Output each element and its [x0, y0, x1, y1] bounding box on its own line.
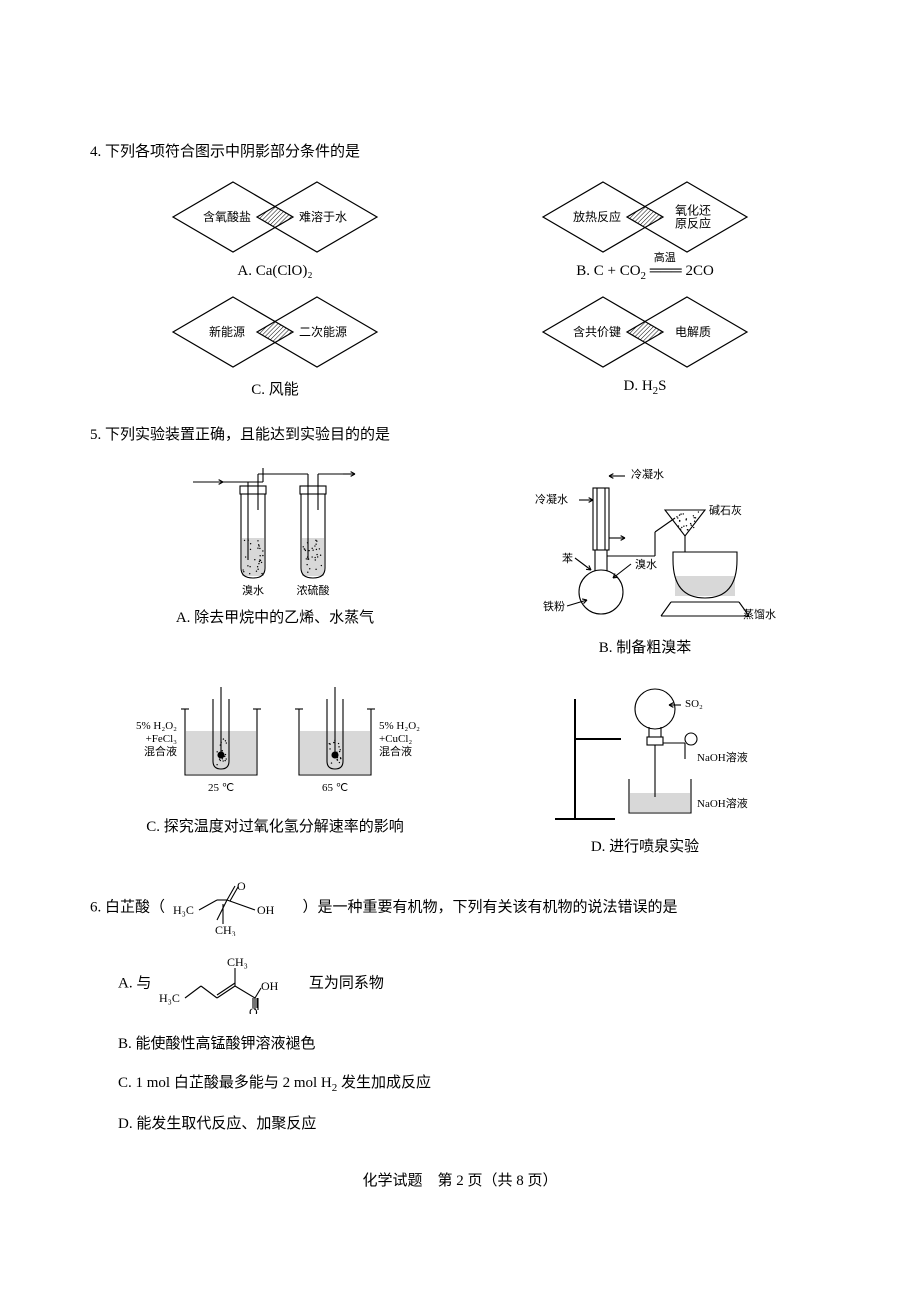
q5-number: 5. — [90, 427, 101, 443]
svg-text:SO₂: SO₂ — [685, 698, 703, 710]
venn-icon: 含氧酸盐 难溶于水 — [90, 177, 460, 257]
svg-text:含氧酸盐: 含氧酸盐 — [203, 209, 251, 224]
svg-text:H₃C: H₃C — [159, 991, 180, 1005]
svg-text:+FeCl₃: +FeCl₃ — [146, 733, 178, 745]
q5-opt-d-caption: D. 进行喷泉实验 — [460, 835, 830, 856]
svg-text:碱石灰: 碱石灰 — [709, 503, 742, 517]
svg-text:NaOH溶液: NaOH溶液 — [697, 796, 748, 810]
q6-opt-a-suffix: 互为同系物 — [309, 975, 384, 991]
question-5: 5. 下列实验装置正确，且能达到实验目的的是 溴水浓硫酸 A. 除去甲烷中的乙烯… — [90, 423, 830, 856]
q4-opt-c: 新能源 二次能源 C. 风能 — [90, 292, 460, 399]
svg-text:5% H₂O₂: 5% H₂O₂ — [379, 720, 420, 732]
apparatus-icon: 溴水 浓硫酸 — [90, 460, 460, 600]
q4-row-1: 含氧酸盐 难溶于水 A. Ca(ClO)₂ 放热反应 氧化还原反应 B. C + C… — [90, 177, 830, 282]
q6-opt-c: C. 1 mol 白芷酸最多能与 2 mol H2 发生加成反应 — [118, 1071, 830, 1094]
q6-stem-post: ）是一种重要有机物，下列有关该有机物的说法错误的是 — [303, 899, 678, 915]
svg-text:65 ℃: 65 ℃ — [322, 782, 348, 794]
apparatus-icon: 25 ℃5% H₂O₂+FeCl₃混合液65 ℃5% H₂O₂+CuCl₂混合液 — [90, 679, 460, 809]
q6-opt-a-prefix: A. 与 — [118, 975, 151, 991]
q5-row-1: 溴水浓硫酸 A. 除去甲烷中的乙烯、水蒸气 冷凝水冷凝水碱石灰苯溴水铁粉蒸馏水 … — [90, 460, 830, 657]
svg-text:5% H₂O₂: 5% H₂O₂ — [136, 720, 177, 732]
q4-stem-text: 下列各项符合图示中阴影部分条件的是 — [105, 144, 360, 160]
q6-stem-pre: 白芷酸（ — [105, 899, 165, 915]
svg-text:难溶于水: 难溶于水 — [299, 209, 347, 224]
apparatus-icon: SO₂ NaOH溶液 NaOH溶液 — [460, 679, 830, 829]
svg-text:浓硫酸: 浓硫酸 — [297, 583, 330, 597]
svg-text:新能源: 新能源 — [209, 324, 245, 339]
structure-icon: H₃C O OH CH₃ — [169, 880, 299, 936]
svg-text:放热反应: 放热反应 — [573, 209, 621, 224]
svg-text:原反应: 原反应 — [675, 216, 711, 231]
q5-stem-text: 下列实验装置正确，且能达到实验目的的是 — [105, 427, 390, 443]
q4-opt-a: 含氧酸盐 难溶于水 A. Ca(ClO)₂ — [90, 177, 460, 282]
q4-row-2: 新能源 二次能源 C. 风能 含共价键 电解质 D. H2S — [90, 292, 830, 399]
svg-text:O: O — [249, 1005, 258, 1014]
q5-opt-c: 25 ℃5% H₂O₂+FeCl₃混合液65 ℃5% H₂O₂+CuCl₂混合液… — [90, 679, 460, 856]
q6-number: 6. — [90, 899, 101, 915]
q4-opt-b-label: B. C + CO2 高温═══ 2CO — [460, 263, 830, 282]
page-footer: 化学试题 第 2 页（共 8 页） — [90, 1169, 830, 1190]
q6-opt-a: A. 与 H₃C CH₃ OH O 互为同系物 — [118, 954, 830, 1014]
q4-opt-b: 放热反应 氧化还原反应 B. C + CO2 高温═══ 2CO — [460, 177, 830, 282]
svg-text:NaOH溶液: NaOH溶液 — [697, 750, 748, 764]
q6-opt-b: B. 能使酸性高锰酸钾溶液褪色 — [118, 1032, 830, 1053]
svg-text:二次能源: 二次能源 — [299, 325, 347, 339]
svg-text:OH: OH — [257, 903, 275, 917]
q4-number: 4. — [90, 144, 101, 160]
svg-text:CH₃: CH₃ — [215, 923, 236, 936]
svg-text:苯: 苯 — [562, 551, 573, 565]
svg-text:O: O — [237, 880, 246, 893]
question-6: 6. 白芷酸（ H₃C O OH CH₃ ）是一种重要有机物，下列有关该有机物的说法错… — [90, 880, 830, 1133]
q4-opt-c-label: C. 风能 — [90, 378, 460, 399]
q5-stem: 5. 下列实验装置正确，且能达到实验目的的是 — [90, 423, 830, 444]
svg-text:冷凝水: 冷凝水 — [535, 492, 568, 506]
venn-icon: 含共价键 电解质 — [460, 292, 830, 372]
svg-text:溴水: 溴水 — [242, 583, 264, 597]
svg-text:溴水: 溴水 — [635, 557, 657, 571]
svg-text:铁粉: 铁粉 — [543, 600, 565, 613]
svg-text:冷凝水: 冷凝水 — [631, 467, 664, 481]
svg-text:CH₃: CH₃ — [227, 955, 248, 969]
svg-text:氧化还: 氧化还 — [675, 204, 711, 218]
q4-opt-a-label: A. Ca(ClO)₂ — [90, 263, 460, 280]
svg-text:+CuCl₂: +CuCl₂ — [379, 733, 412, 745]
apparatus-icon: 冷凝水冷凝水碱石灰苯溴水铁粉蒸馏水 — [460, 460, 830, 630]
q5-opt-b-caption: B. 制备粗溴苯 — [460, 636, 830, 657]
svg-text:混合液: 混合液 — [144, 744, 177, 758]
q5-opt-d: SO₂ NaOH溶液 NaOH溶液 D. 进行喷泉实验 — [460, 679, 830, 856]
svg-text:混合液: 混合液 — [379, 744, 412, 758]
structure-icon: H₃C CH₃ OH O — [155, 954, 305, 1014]
q5-row-2: 25 ℃5% H₂O₂+FeCl₃混合液65 ℃5% H₂O₂+CuCl₂混合液… — [90, 679, 830, 856]
q4-stem: 4. 下列各项符合图示中阴影部分条件的是 — [90, 140, 830, 161]
q5-opt-b: 冷凝水冷凝水碱石灰苯溴水铁粉蒸馏水 B. 制备粗溴苯 — [460, 460, 830, 657]
q6-stem: 6. 白芷酸（ H₃C O OH CH₃ ）是一种重要有机物，下列有关该有机物的说法错… — [90, 880, 830, 936]
q5-opt-c-caption: C. 探究温度对过氧化氢分解速率的影响 — [90, 815, 460, 836]
svg-text:25 ℃: 25 ℃ — [208, 782, 234, 794]
svg-text:蒸馏水: 蒸馏水 — [743, 607, 776, 621]
q5-opt-a-caption: A. 除去甲烷中的乙烯、水蒸气 — [90, 606, 460, 627]
q4-opt-d: 含共价键 电解质 D. H2S — [460, 292, 830, 399]
question-4: 4. 下列各项符合图示中阴影部分条件的是 含氧酸盐 难溶于水 A. Ca(ClO)… — [90, 140, 830, 399]
q4-opt-d-label: D. H2S — [460, 378, 830, 397]
svg-text:H₃C: H₃C — [173, 903, 194, 917]
q6-opt-d: D. 能发生取代反应、加聚反应 — [118, 1112, 830, 1133]
svg-text:OH: OH — [261, 979, 279, 993]
venn-icon: 放热反应 氧化还原反应 — [460, 177, 830, 257]
venn-icon: 新能源 二次能源 — [90, 292, 460, 372]
q5-opt-a: 溴水 浓硫酸 A. 除去甲烷中的乙烯、水蒸气 — [90, 460, 460, 657]
svg-text:电解质: 电解质 — [675, 325, 711, 339]
svg-text:含共价键: 含共价键 — [573, 324, 621, 339]
